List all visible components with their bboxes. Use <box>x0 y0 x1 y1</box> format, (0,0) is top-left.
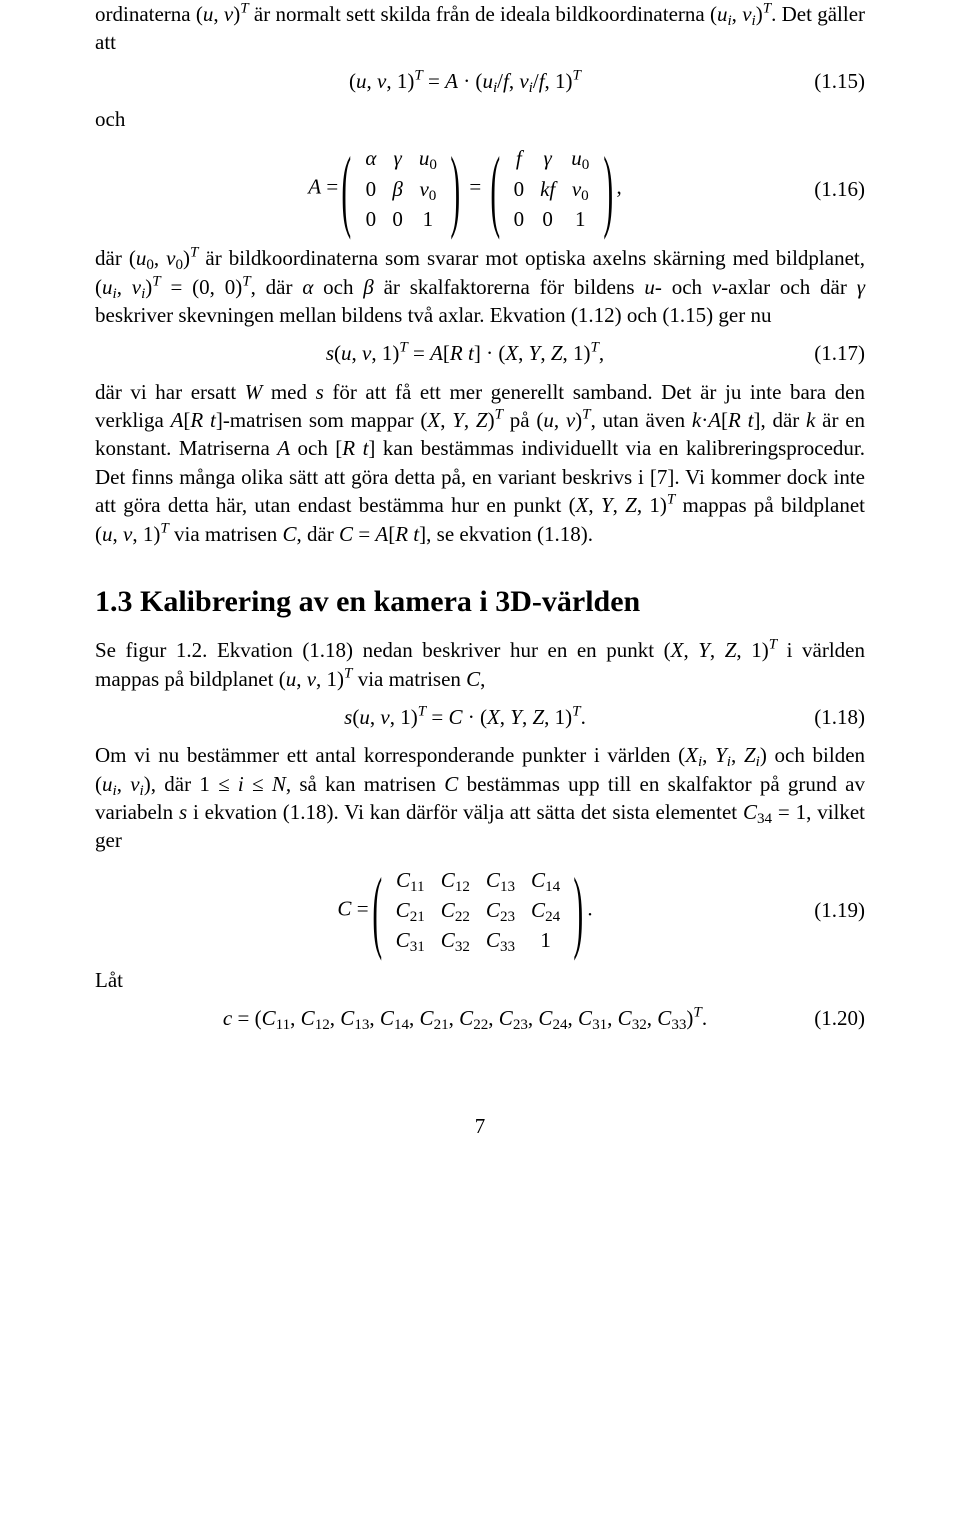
text: och <box>290 436 335 460</box>
page-body: ordinaterna (u, v)T är normalt sett skil… <box>0 0 960 1201</box>
text: -axlar och där <box>721 275 857 299</box>
equation-1-15: (u, v, 1)T = A · (ui/f, vi/f, 1)T (1.15) <box>95 67 865 95</box>
equation-number: (1.15) <box>795 67 865 95</box>
math-inline: α <box>302 275 313 299</box>
equation-1-19: C = ( C11C12C13C14 C21C22C23C24 C31C32C3… <box>95 865 865 956</box>
math-inline: γ <box>857 275 865 299</box>
paragraph-4: Se figur 1.2. Ekvation (1.18) nedan besk… <box>95 636 865 693</box>
text: , där <box>760 408 806 432</box>
math-inline: v <box>712 275 721 299</box>
math-inline: k <box>806 408 815 432</box>
text: , se ekvation (1.18). <box>426 522 593 546</box>
text: där <box>95 246 129 270</box>
paragraph-2: där (u0, v0)T är bildkoordinaterna som s… <box>95 244 865 329</box>
text: där vi har ersatt <box>95 380 245 404</box>
equation-1-17: s(u, v, 1)T = A[R t] · (X, Y, Z, 1)T, (1… <box>95 339 865 367</box>
text: Se figur 1.2. Ekvation (1.18) nedan besk… <box>95 638 664 662</box>
matrix-c: C11C12C13C14 C21C22C23C24 C31C32C331 <box>388 865 569 956</box>
text: Om vi nu bestämmer ett antal korresponde… <box>95 743 678 767</box>
text: beskriver skevningen mellan bildens två … <box>95 303 771 327</box>
math-inline: s <box>316 380 324 404</box>
math-inline: s <box>179 800 187 824</box>
word-och: och <box>95 105 865 133</box>
text: - och <box>655 275 712 299</box>
math-inline: W <box>245 380 263 404</box>
paragraph-3: där vi har ersatt W med s för att få ett… <box>95 378 865 548</box>
matrix-a-right: fγu0 0kfv0 001 <box>506 143 598 234</box>
equation-number: (1.16) <box>795 175 865 203</box>
text: mappas på bildplanet <box>675 493 865 517</box>
text: , utan även <box>591 408 692 432</box>
text: , där <box>296 522 339 546</box>
text: via matrisen <box>169 522 283 546</box>
text: via matrisen <box>352 667 466 691</box>
word-lat: Låt <box>95 966 865 994</box>
math-inline: (u, v)T <box>196 2 249 26</box>
math-inline: A <box>277 436 290 460</box>
equation-number: (1.18) <box>795 703 865 731</box>
section-heading-1-3: 1.3 Kalibrering av en kamera i 3D-världe… <box>95 582 865 623</box>
equation-body: s(u, v, 1)T = C · (X, Y, Z, 1)T. <box>135 703 795 731</box>
matrix-a-left: αγu0 0βv0 001 <box>357 143 445 234</box>
math-inline: (ui, vi)T <box>710 2 771 26</box>
text: ordinaterna <box>95 2 196 26</box>
text: , där <box>251 275 303 299</box>
text: , så kan matrisen <box>286 772 444 796</box>
text: , <box>616 175 621 199</box>
text: och <box>313 275 363 299</box>
text: är bildkoordinaterna som svarar mot opti… <box>198 246 865 270</box>
equation-body: c = (C11, C12, C13, C14, C21, C22, C23, … <box>135 1004 795 1032</box>
equation-body: (u, v, 1)T = A · (ui/f, vi/f, 1)T <box>135 67 795 95</box>
math-inline: β <box>363 275 373 299</box>
text: är skalfaktorerna för bildens <box>374 275 645 299</box>
text: , där <box>151 772 200 796</box>
equation-body: A = ( αγu0 0βv0 001 ) = ( fγu0 0kfv0 001… <box>135 143 795 234</box>
math-inline: C <box>444 772 458 796</box>
equation-1-18: s(u, v, 1)T = C · (X, Y, Z, 1)T. (1.18) <box>95 703 865 731</box>
text: -matrisen som mappar <box>223 408 421 432</box>
equation-number: (1.19) <box>795 896 865 924</box>
text: och bilden <box>767 743 865 767</box>
equation-number: (1.17) <box>795 339 865 367</box>
text: i ekvation (1.18). Vi kan därför välja a… <box>187 800 743 824</box>
equation-body: s(u, v, 1)T = A[R t] · (X, Y, Z, 1)T, <box>135 339 795 367</box>
math-inline: u <box>644 275 655 299</box>
text: , <box>480 667 485 691</box>
page-number: 7 <box>95 1112 865 1140</box>
equation-1-20: c = (C11, C12, C13, C14, C21, C22, C23, … <box>95 1004 865 1032</box>
equation-number: (1.20) <box>795 1004 865 1032</box>
text: . <box>587 896 592 920</box>
text: med <box>262 380 315 404</box>
equation-1-16: A = ( αγu0 0βv0 001 ) = ( fγu0 0kfv0 001… <box>95 143 865 234</box>
paragraph-1: ordinaterna (u, v)T är normalt sett skil… <box>95 0 865 57</box>
math-inline: C <box>466 667 480 691</box>
paragraph-5: Om vi nu bestämmer ett antal korresponde… <box>95 741 865 854</box>
math-inline: C <box>282 522 296 546</box>
text: på <box>503 408 536 432</box>
equation-body: C = ( C11C12C13C14 C21C22C23C24 C31C32C3… <box>135 865 795 956</box>
text: är normalt sett skilda från de ideala bi… <box>249 2 710 26</box>
